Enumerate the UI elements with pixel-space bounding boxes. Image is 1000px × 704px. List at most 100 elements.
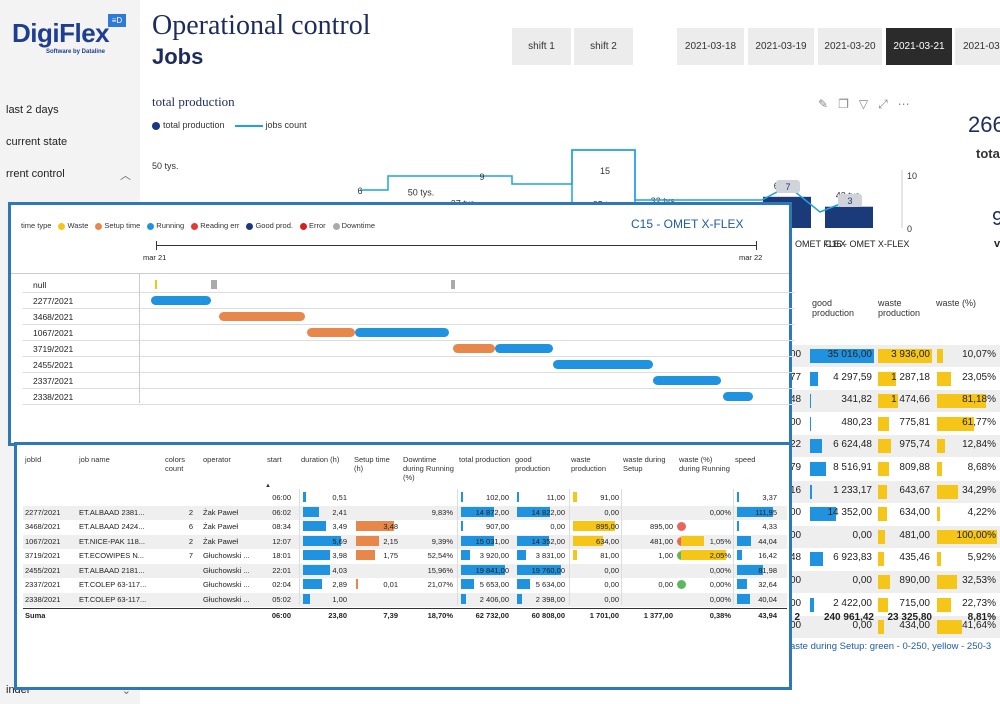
- gantt-bar[interactable]: [723, 392, 753, 401]
- table-header[interactable]: waste (%) during Running: [679, 455, 730, 473]
- table-cell: 14 822,00: [531, 507, 565, 517]
- gantt-bar[interactable]: [553, 360, 653, 369]
- cell-data-bar: [356, 535, 380, 546]
- table-cell: 9,83%: [431, 507, 453, 517]
- kpi-total-label: tota: [976, 146, 1000, 161]
- jobs-count-label: 3: [847, 196, 852, 206]
- table-cell: 14 872,00: [475, 507, 509, 517]
- jobs-count-label: 6: [357, 186, 362, 196]
- table-cell: 0,51: [332, 493, 347, 502]
- table-header[interactable]: good production: [515, 455, 551, 473]
- table-cell: 81,00: [600, 551, 619, 560]
- cell-data-bar: [737, 579, 748, 589]
- cell-data-bar: [356, 521, 394, 531]
- date-button-next[interactable]: 2021-03: [955, 28, 1000, 65]
- gantt-legend-item: Good prod.: [246, 221, 293, 230]
- table-cell: 2,89: [332, 580, 347, 589]
- table-header[interactable]: speed: [735, 455, 756, 464]
- table-cell: 0,00%: [709, 507, 731, 517]
- table-cell: 6: [188, 522, 193, 531]
- gantt-bar[interactable]: [451, 280, 455, 289]
- table-cell: 907,00: [486, 522, 509, 531]
- gantt-bar[interactable]: [307, 328, 355, 337]
- date-button-2021-03-21[interactable]: 2021-03-21: [886, 28, 952, 65]
- gantt-bar[interactable]: [355, 328, 449, 337]
- gantt-bar[interactable]: [453, 344, 495, 353]
- table-header[interactable]: waste production: [571, 455, 607, 473]
- table-cell: Żak Paweł: [203, 522, 239, 531]
- table-cell: 15 031,00: [475, 536, 509, 546]
- date-button-2021-03-20[interactable]: 2021-03-20: [818, 28, 882, 65]
- summary-cell: 06:00: [271, 611, 291, 620]
- cell-data-bar: [517, 550, 526, 560]
- table-cell: 0,00: [658, 580, 673, 589]
- summary-cell: 18,70%: [427, 611, 453, 620]
- bg-table-row: 00 35 016,00 3 936,00 10,07%: [790, 345, 1000, 367]
- jobs-count-marker: [776, 180, 800, 193]
- table-header[interactable]: Setup time (h): [354, 455, 390, 473]
- table-header[interactable]: jobId: [25, 455, 42, 464]
- sidebar-item-current-state[interactable]: current state: [6, 136, 68, 148]
- sort-asc-icon[interactable]: ▲: [265, 483, 271, 489]
- table-cell: ET.COLEP 63-117...: [79, 580, 147, 589]
- table-cell: ET.ALBAAD 2381...: [79, 507, 145, 517]
- date-button-2021-03-18[interactable]: 2021-03-18: [677, 28, 744, 65]
- expand-icon[interactable]: ⤢: [878, 97, 888, 111]
- gantt-row-label: 1067/2021: [33, 328, 74, 338]
- more-icon[interactable]: ⋯: [897, 97, 910, 111]
- sidebar-item-last-2-days[interactable]: last 2 days: [6, 104, 59, 116]
- table-cell: 11,00: [546, 493, 565, 502]
- filter-icon[interactable]: ▽: [858, 97, 869, 111]
- table-cell: 0,01: [383, 580, 398, 589]
- shift-2-button[interactable]: shift 2: [574, 28, 633, 65]
- gantt-bar[interactable]: [653, 376, 721, 385]
- cell-data-bar: [461, 535, 495, 546]
- table-header[interactable]: operator: [203, 455, 231, 464]
- table-cell: 2 406,00: [479, 594, 509, 604]
- shift-1-button[interactable]: shift 1: [512, 28, 571, 65]
- table-cell: 3,98: [332, 551, 347, 560]
- table-cell: 1,05%: [709, 536, 731, 546]
- gantt-bar[interactable]: [495, 344, 553, 353]
- right-axis-tick: 0: [907, 224, 912, 234]
- gantt-bar[interactable]: [155, 280, 157, 289]
- table-cell: 9,39%: [431, 536, 453, 546]
- status-dot: [677, 580, 686, 589]
- chevron-up-icon[interactable]: ︿: [120, 170, 131, 182]
- cell-data-bar: [517, 579, 530, 589]
- cell-data-bar: [737, 593, 750, 604]
- table-cell: 0,00: [604, 594, 619, 604]
- summary-cell: 23,80: [328, 611, 347, 620]
- table-header[interactable]: job name: [79, 455, 110, 464]
- pin-icon[interactable]: ✎: [818, 97, 829, 111]
- table-header[interactable]: start: [267, 455, 282, 464]
- copy-icon[interactable]: ❐: [838, 97, 849, 111]
- category-label: C16 - OMET X-FLEX: [825, 239, 909, 249]
- cell-data-bar: [517, 564, 561, 575]
- gantt-bar[interactable]: [219, 312, 305, 321]
- gantt-bar[interactable]: [211, 280, 217, 289]
- table-cell: 4,33: [762, 522, 777, 531]
- table-header[interactable]: duration (h): [301, 455, 340, 464]
- bar-value-label: 32 tys.: [651, 196, 678, 206]
- table-cell: 2337/2021: [25, 580, 61, 589]
- cell-data-bar: [517, 593, 523, 604]
- summary-cell: 43,94: [758, 611, 777, 620]
- table-header[interactable]: waste during Setup: [623, 455, 666, 473]
- cell-data-bar: [681, 550, 726, 560]
- table-cell: 81,98: [758, 565, 777, 575]
- chevron-down-icon[interactable]: ⌄: [121, 685, 131, 697]
- sidebar-item-current-control[interactable]: rrent control ︿: [6, 168, 131, 182]
- bg-table-row: 22 6 624,48 975,74 12,84%: [790, 435, 1000, 458]
- date-button-2021-03-19[interactable]: 2021-03-19: [748, 28, 814, 65]
- table-cell: 634,00: [596, 536, 619, 546]
- table-cell: 1,00: [658, 551, 673, 560]
- table-header[interactable]: Downtime during Running (%): [403, 455, 454, 482]
- gantt-bar[interactable]: [151, 296, 211, 305]
- table-cell: Głuchowski ...: [203, 565, 250, 575]
- y-axis-label: 50 tys.: [152, 161, 179, 171]
- table-header[interactable]: colors count: [165, 455, 186, 473]
- chart-toolbar: ✎ ❐ ▽ ⤢ ⋯: [818, 97, 910, 112]
- color-legend-note: aste during Setup: green - 0-250, yellow…: [790, 641, 992, 652]
- table-header[interactable]: total production: [459, 455, 511, 464]
